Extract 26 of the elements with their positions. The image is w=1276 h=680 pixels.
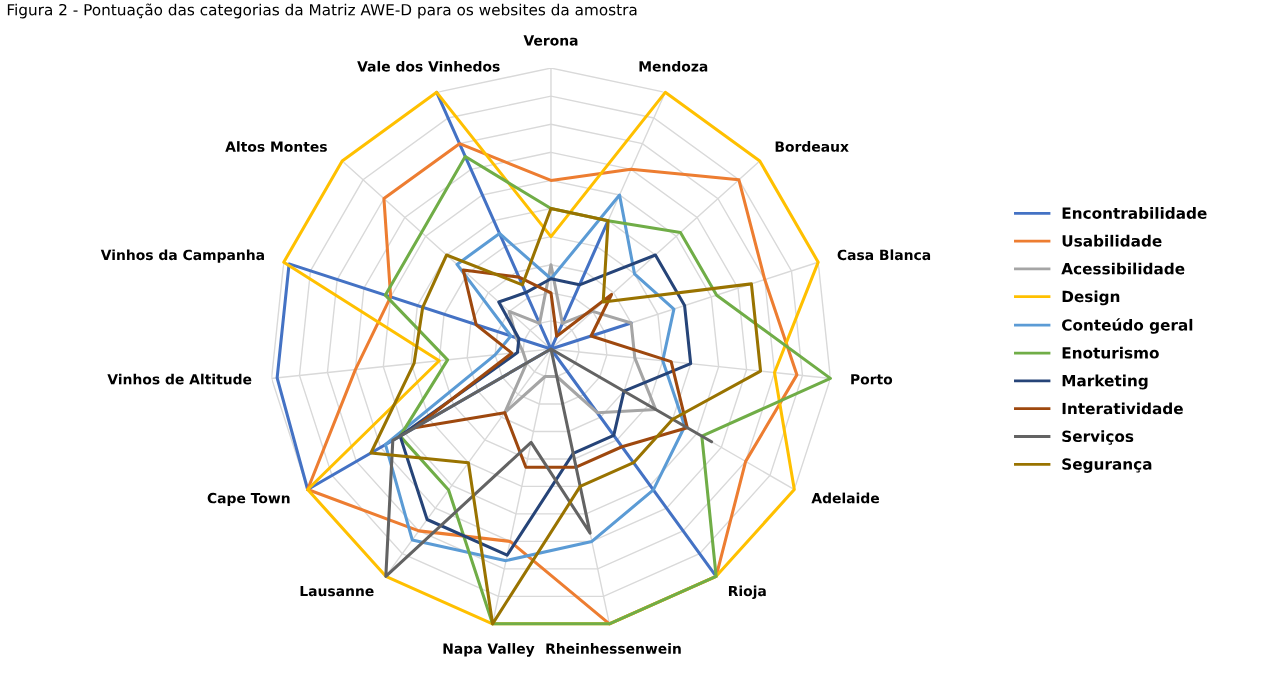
spoke-label: Porto	[851, 374, 893, 385]
spoke-label: Napa Valley	[443, 643, 535, 657]
spoke-label: Casa Blanca	[837, 249, 931, 261]
spoke-label: Vale dos Vinhedos	[357, 60, 500, 72]
legend-label: Usabilidade	[1062, 234, 1162, 247]
spoke-label: Verona	[523, 35, 578, 46]
spoke-label: Bordeaux	[775, 141, 849, 152]
legend-label: Marketing	[1062, 374, 1148, 390]
legend-label: Serviços	[1062, 430, 1134, 445]
spoke-label: Lausanne	[300, 585, 374, 597]
legend-label: Design	[1062, 290, 1120, 306]
spoke-label: Altos Montes	[225, 141, 327, 152]
chart-title: Figura 2 - Pontuação das categorias da Matriz AWE-D para os websites da amostra	[7, 3, 637, 19]
spoke-label: Adelaide	[811, 492, 880, 504]
legend-label: Acessibilidade	[1061, 262, 1185, 275]
legend-label: Encontrabilidade	[1062, 207, 1207, 219]
legend-label: Conteúdo geral	[1062, 318, 1193, 334]
spoke-label: Cape Town	[207, 492, 290, 507]
spoke-label: Mendoza	[639, 60, 708, 72]
spoke-label: Vinhos de Altitude	[107, 373, 252, 385]
spoke-label: Rheinhessenwein	[546, 643, 681, 654]
spoke-label: Rioja	[728, 585, 766, 600]
spoke-label: Vinhos da Campanha	[100, 249, 264, 263]
legend-label: Enoturismo	[1062, 346, 1159, 359]
legend-label: Interatividade	[1062, 402, 1183, 415]
legend-label: Segurança	[1062, 458, 1152, 473]
